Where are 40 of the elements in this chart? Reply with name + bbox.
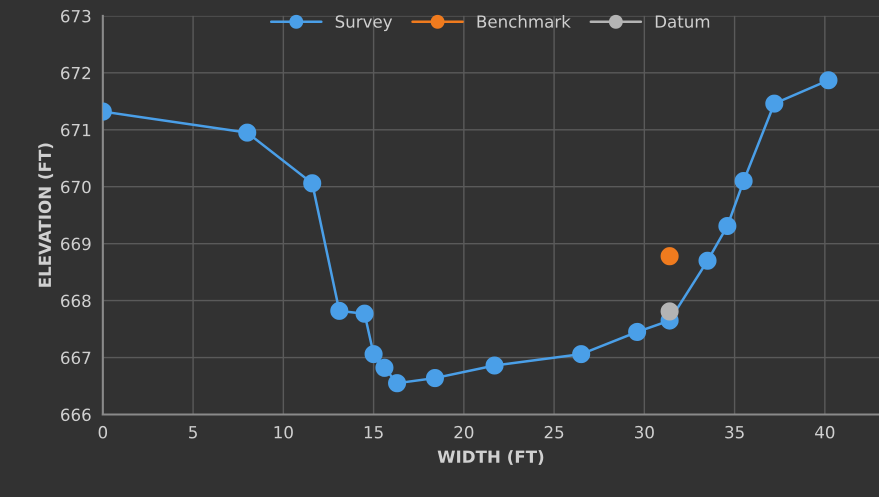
point bbox=[819, 71, 838, 90]
point bbox=[734, 172, 753, 190]
point bbox=[303, 174, 322, 192]
point bbox=[330, 302, 348, 320]
y-tick-label: 673 bbox=[61, 10, 90, 22]
legend-label: Survey bbox=[336, 15, 392, 32]
y-tick-label: 666 bbox=[61, 408, 91, 422]
point bbox=[388, 374, 406, 392]
y-tick-label: 669 bbox=[61, 238, 91, 250]
point bbox=[426, 369, 444, 388]
point bbox=[765, 94, 784, 113]
x-tick-label: 20 bbox=[454, 426, 474, 439]
point bbox=[660, 247, 679, 266]
x-tick-label: 0 bbox=[98, 426, 108, 439]
point bbox=[356, 304, 374, 323]
point bbox=[364, 345, 383, 364]
y-tick-label: 672 bbox=[61, 66, 90, 80]
point bbox=[238, 124, 256, 142]
y-tick-label: 670 bbox=[61, 180, 91, 194]
y-tick-label: 671 bbox=[61, 124, 90, 136]
x-tick-label: 40 bbox=[815, 426, 834, 439]
x-tick-label: 10 bbox=[274, 426, 293, 439]
x-tick-label: 25 bbox=[544, 426, 564, 439]
point bbox=[698, 252, 717, 270]
point bbox=[628, 322, 646, 341]
point bbox=[572, 345, 590, 364]
x-axis-title: WIDTH (FT) bbox=[438, 450, 544, 465]
point bbox=[375, 358, 394, 377]
x-tick-label: 35 bbox=[725, 426, 744, 439]
legend-label: Datum bbox=[656, 15, 710, 28]
point bbox=[486, 356, 504, 375]
y-axis-title: ELEVATION (FT) bbox=[38, 144, 54, 287]
point bbox=[718, 216, 736, 236]
x-tick-label: 15 bbox=[364, 426, 383, 439]
y-tick-label: 667 bbox=[61, 352, 90, 364]
x-tick-label: 5 bbox=[189, 426, 197, 439]
x-tick-label: 30 bbox=[635, 426, 654, 439]
point bbox=[660, 302, 679, 320]
y-tick-label: 668 bbox=[61, 294, 91, 308]
legend-label: Benchmark bbox=[478, 14, 571, 28]
